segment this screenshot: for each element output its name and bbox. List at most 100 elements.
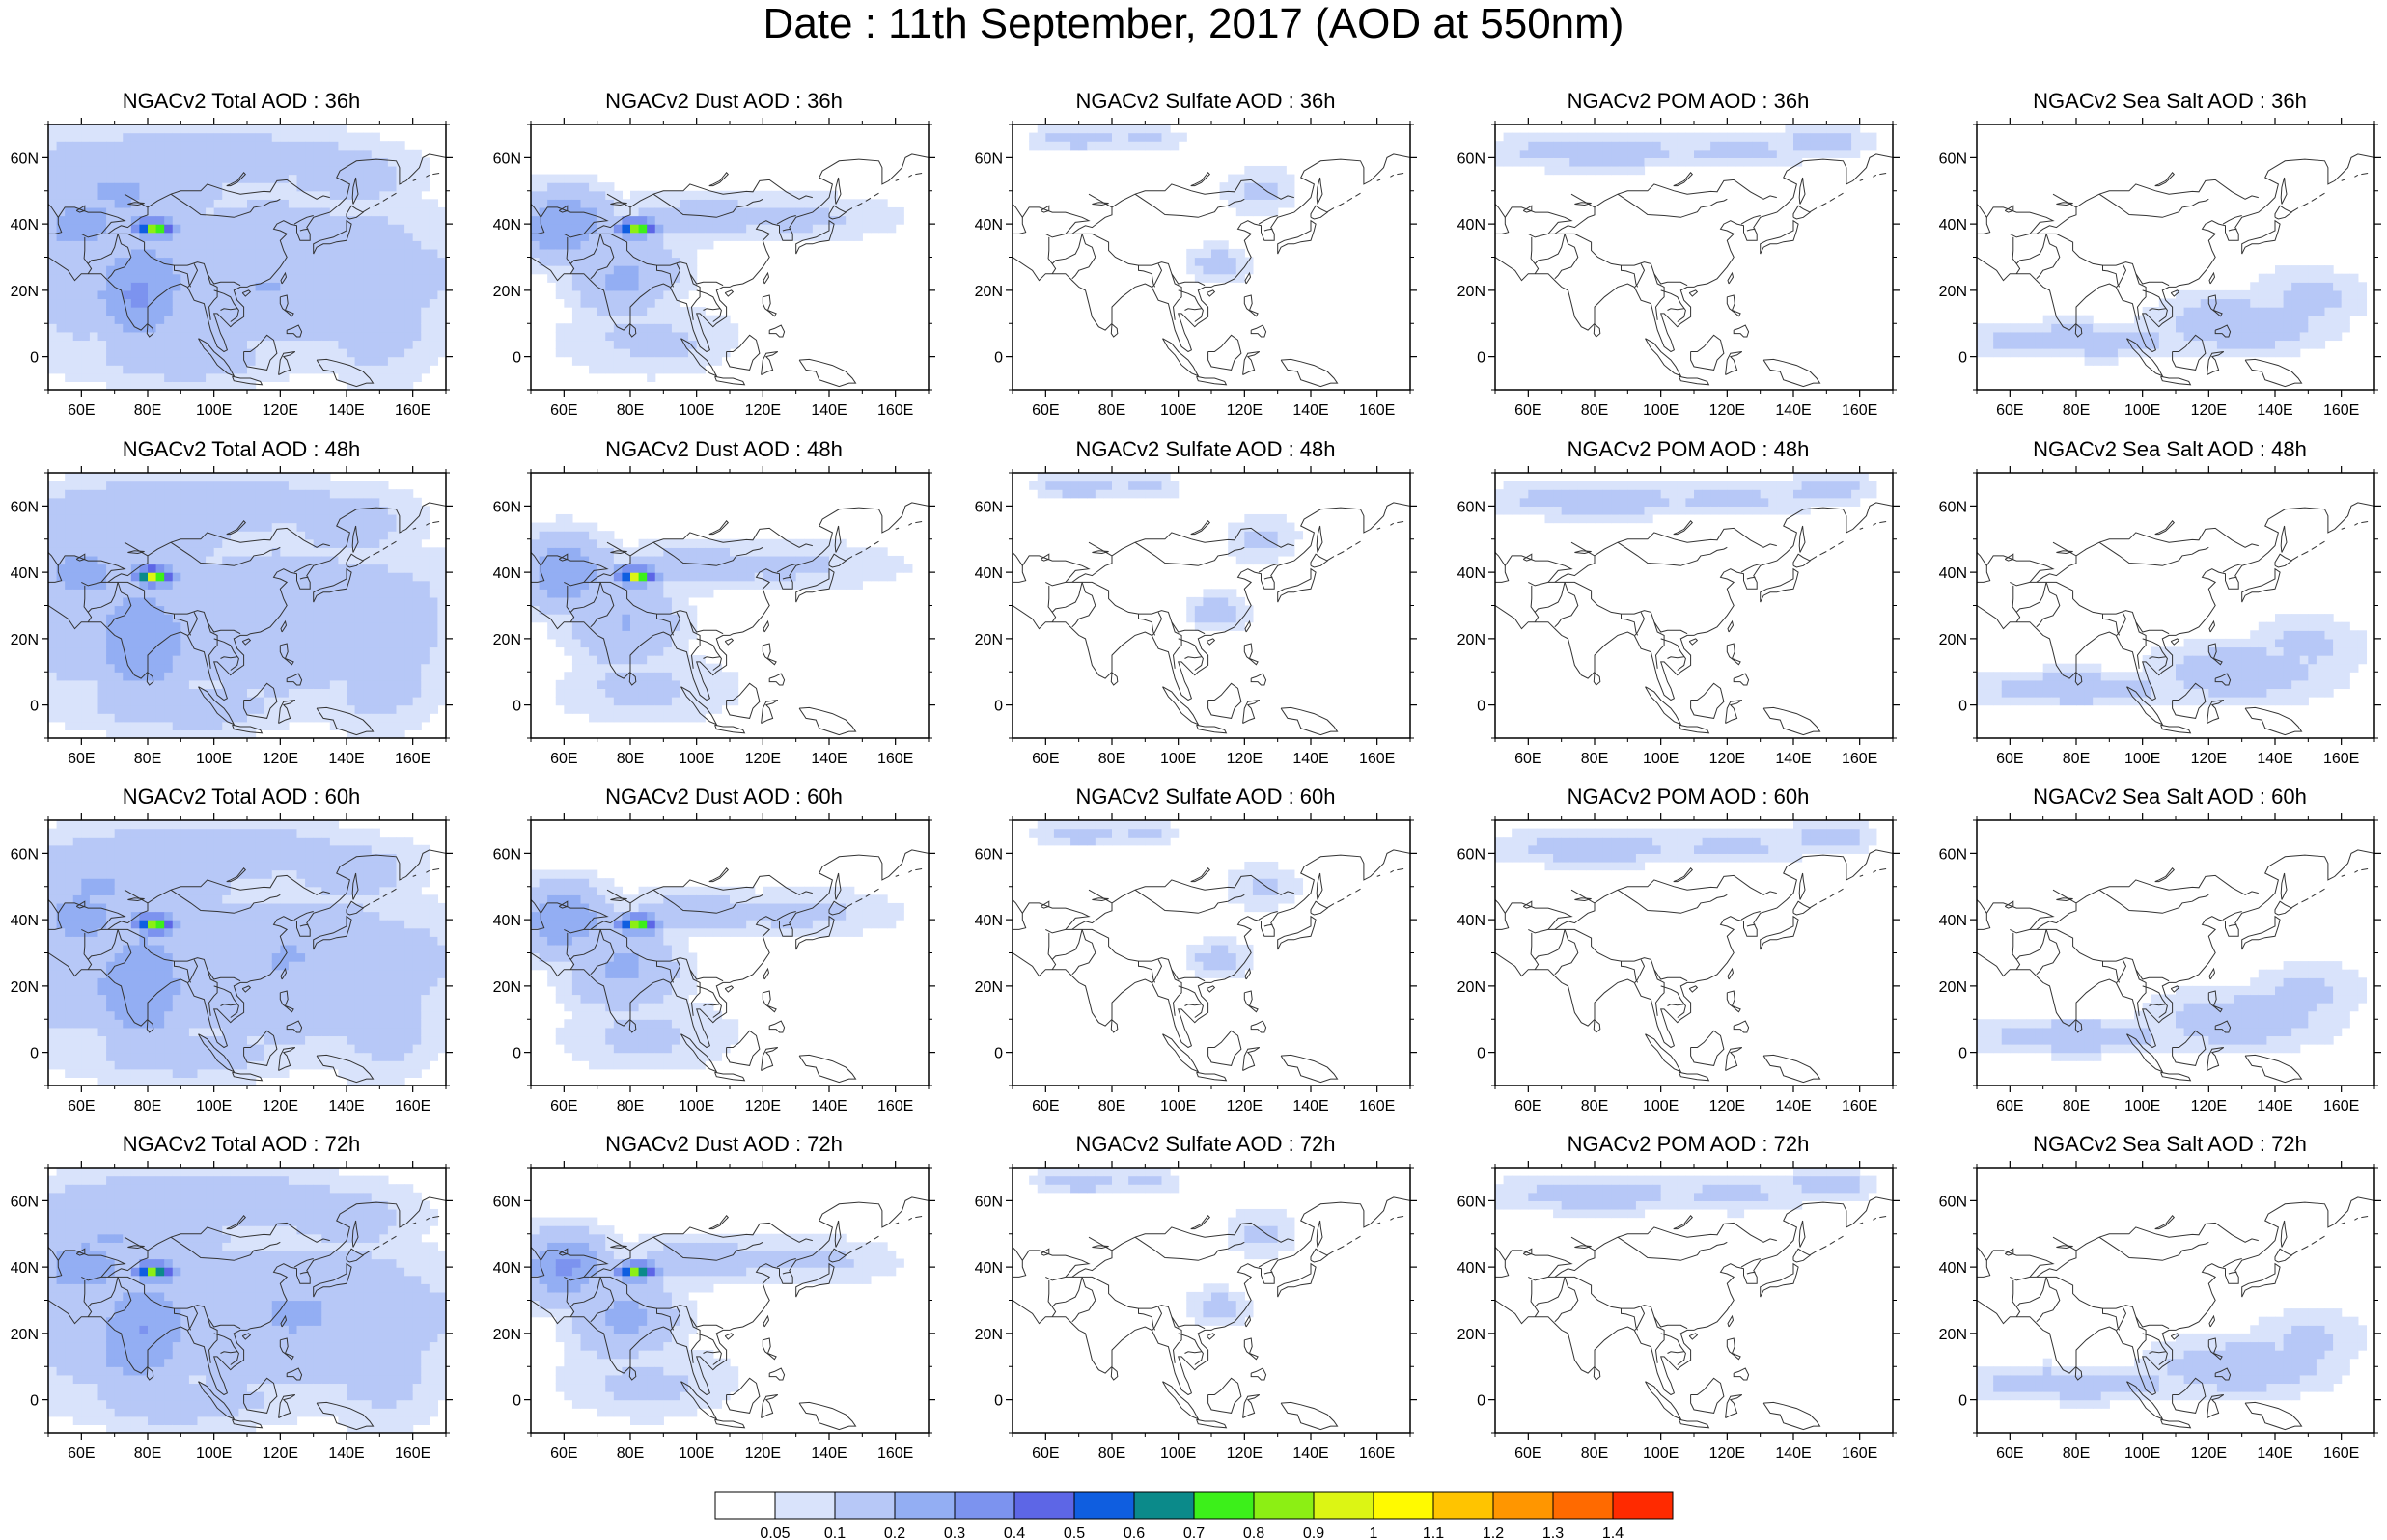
aod-cell [148, 538, 157, 548]
aod-cell [2250, 348, 2260, 358]
aod-cell [288, 555, 298, 565]
aod-cell [114, 672, 124, 681]
aod-cell [347, 248, 356, 259]
aod-cell [180, 132, 190, 142]
coastline [1207, 334, 1242, 371]
aod-cell [56, 298, 66, 308]
aod-cell [2333, 323, 2343, 333]
aod-cell [2100, 340, 2110, 349]
aod-cell [429, 307, 439, 316]
coastline [628, 323, 637, 338]
aod-cell [2001, 348, 2011, 358]
aod-cell [97, 307, 107, 316]
aod-cell [188, 141, 199, 151]
aod-cell [238, 289, 248, 300]
aod-cell [429, 679, 439, 690]
aod-cell [65, 672, 74, 681]
aod-cell [148, 224, 157, 234]
aod-cell [347, 605, 356, 615]
aod-cell [412, 638, 422, 648]
aod-cell [264, 190, 273, 200]
aod-cell [2258, 323, 2268, 333]
aod-cell [779, 224, 789, 234]
aod-cell [280, 340, 290, 349]
aod-cell [164, 157, 174, 167]
aod-cell [56, 365, 66, 374]
aod-cell [48, 614, 58, 623]
aod-cell [555, 240, 565, 250]
aod-cell [429, 672, 439, 681]
aod-cell [264, 132, 273, 142]
aod-cell [288, 630, 298, 640]
aod-cell [421, 531, 430, 540]
aod-cell [139, 621, 149, 631]
coastline [714, 375, 746, 386]
lon-tick-label: 60E [1032, 402, 1059, 419]
aod-cell [296, 646, 306, 656]
aod-cell [114, 522, 124, 532]
aod-cell [255, 655, 264, 665]
aod-cell [48, 564, 58, 573]
aod-cell [321, 638, 331, 648]
aod-cell [123, 356, 132, 366]
coastline [2228, 228, 2237, 232]
aod-cell [114, 555, 124, 565]
aod-cell [547, 621, 557, 631]
aod-cell [404, 240, 414, 250]
aod-cell [114, 340, 124, 349]
aod-cell [363, 663, 373, 673]
aod-cell [1252, 206, 1263, 217]
aod-cell [404, 672, 414, 681]
aod-cell [1528, 149, 1538, 158]
aod-cell [2324, 273, 2334, 283]
aod-cell [81, 348, 91, 358]
aod-cell [412, 646, 422, 656]
coastline [1196, 375, 1228, 386]
aod-cell [404, 572, 414, 582]
aod-cell [296, 240, 306, 250]
aod-cell [580, 580, 590, 590]
aod-cell [347, 729, 356, 738]
aod-cell [172, 663, 181, 673]
aod-cell [1595, 149, 1604, 158]
aod-cell [238, 141, 248, 151]
aod-cell [437, 331, 446, 342]
aod-cell [106, 315, 116, 324]
aod-cell [396, 141, 405, 151]
aod-cell [222, 331, 232, 342]
aod-cell [354, 282, 364, 291]
aod-cell [123, 365, 132, 374]
aod-cell [2333, 289, 2343, 300]
aod-cell [123, 713, 132, 723]
aod-cell [1718, 141, 1728, 151]
aod-cell [387, 638, 398, 648]
aod-cell [1095, 141, 1105, 151]
aod-cell [1735, 141, 1745, 151]
aod-cell [379, 141, 389, 151]
aod-cell [130, 522, 141, 532]
aod-cell [387, 522, 398, 532]
aod-cell [363, 157, 373, 167]
aod-cell [180, 506, 190, 515]
aod-cell [338, 596, 347, 607]
aod-cell [206, 473, 215, 482]
coastline [1243, 294, 1259, 317]
aod-cell [1261, 199, 1270, 208]
aod-cell [647, 372, 656, 383]
aod-cell [2258, 298, 2268, 308]
aod-cell [313, 672, 322, 681]
aod-cell [1752, 132, 1762, 142]
lat-tick-label: 40N [493, 217, 521, 234]
aod-cell [379, 240, 389, 250]
coastline [1355, 192, 1361, 197]
aod-cell [580, 356, 590, 366]
aod-cell [238, 215, 248, 225]
aod-cell [338, 663, 347, 673]
aod-cell [65, 265, 74, 275]
aod-cell [555, 697, 565, 706]
aod-cell [172, 729, 181, 738]
aod-cell [1211, 265, 1221, 275]
aod-cell [547, 190, 557, 200]
aod-cell [106, 729, 116, 738]
aod-cell [421, 174, 430, 183]
